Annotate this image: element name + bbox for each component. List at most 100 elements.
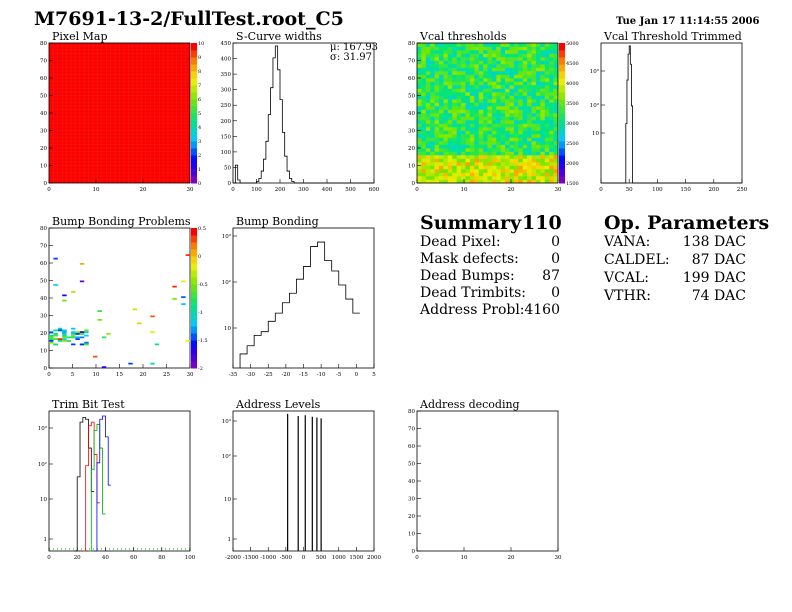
summary-value: 0 [551,251,560,267]
y-tick-label: 30 [408,129,415,135]
bump-pixel [49,331,54,333]
heat-cell [474,74,479,79]
heat-cell [417,53,422,58]
heat-cell [509,120,515,124]
summary-label: Dead Bumps: [420,268,515,284]
heat-cell [483,179,488,184]
heat-cell [465,116,471,121]
colorbar-cell [191,64,197,72]
heat-cell [417,137,422,142]
x-tick-label: 30 [187,187,194,193]
heat-cell [540,109,546,114]
heat-cell [447,134,453,138]
heat-cell [553,165,559,170]
heat-cell [474,158,479,163]
y-tick-label: 10 [592,131,599,137]
heat-cell [505,162,510,166]
heat-cell [465,74,471,79]
heat-cell [496,165,502,170]
heat-cell [505,155,510,159]
heat-cell [430,43,435,47]
heat-cell [421,102,427,107]
bump-pixel [75,333,80,335]
heat-cell [430,81,435,86]
heat-cell [447,99,453,103]
heat-cell [469,81,475,86]
bump-pixel [66,336,72,339]
heat-cell [509,148,515,152]
heat-cell [549,158,554,163]
heat-cell [518,120,524,124]
bump-pixel [84,331,89,333]
heat-cell [452,43,457,47]
heat-cell [465,123,471,128]
heat-cell [513,165,519,170]
heat-cell [456,169,462,173]
y-tick-label: 150 [221,134,232,140]
heat-cell [496,127,502,131]
heat-cell [513,60,519,65]
heat-cell [487,141,493,145]
colorbar-label: -2 [198,366,203,372]
heat-cell [540,120,546,124]
heat-cell [491,116,497,121]
heat-cell [540,92,546,96]
heat-cell [487,60,493,65]
summary-label: Dead Pixel: [420,234,501,250]
heat-cell [487,95,493,100]
colorbar-cell [191,78,197,86]
heat-cell [439,141,444,145]
colorbar-cell [559,141,565,149]
heat-cell [531,120,537,124]
heat-cell [544,155,550,159]
heat-cell [496,88,502,93]
heat-cell [483,116,488,121]
heat-cell [447,106,453,110]
heat-cell [491,144,497,149]
heat-cell [553,106,559,110]
heat-cell [483,50,488,54]
heat-cell [513,176,519,180]
heat-cell [430,60,435,65]
colorbar-cell [191,277,197,285]
heat-cell [456,81,462,86]
heat-cell [452,106,457,110]
heat-cell [421,46,427,51]
heat-cell [443,155,449,159]
x-tick-label: 20 [140,372,147,378]
heat-cell [447,81,453,86]
bump-pixel [53,284,58,286]
heat-cell [421,99,427,103]
heat-cell [549,43,554,47]
heat-cell [425,148,431,152]
heat-cell [544,78,550,82]
heat-cell [553,46,559,51]
heat-cell [505,92,510,96]
heat-cell [553,141,559,145]
heat-cell [527,127,532,131]
heat-cell [496,64,502,68]
heat-cell [425,123,431,128]
colorbar-cell [559,176,565,184]
heat-cell [447,137,453,142]
heat-cell [549,134,554,138]
heat-cell [505,106,510,110]
heat-cell [500,102,506,107]
heat-cell [509,158,515,163]
bump-pixel [62,333,67,335]
heat-cell [491,95,497,100]
heat-cell [425,106,431,110]
heat-cell [474,78,479,82]
heat-cell [469,50,475,54]
colorbar-label: 0 [198,254,201,260]
heat-cell [513,127,519,131]
heat-cell [553,92,559,96]
heat-cell [487,127,493,131]
heat-cell [417,113,422,117]
heat-cell [417,130,422,135]
heat-cell [527,88,532,93]
heat-cell [421,60,427,65]
heat-cell [513,120,519,124]
bump-pixel [49,334,54,337]
heat-cell [434,137,440,142]
